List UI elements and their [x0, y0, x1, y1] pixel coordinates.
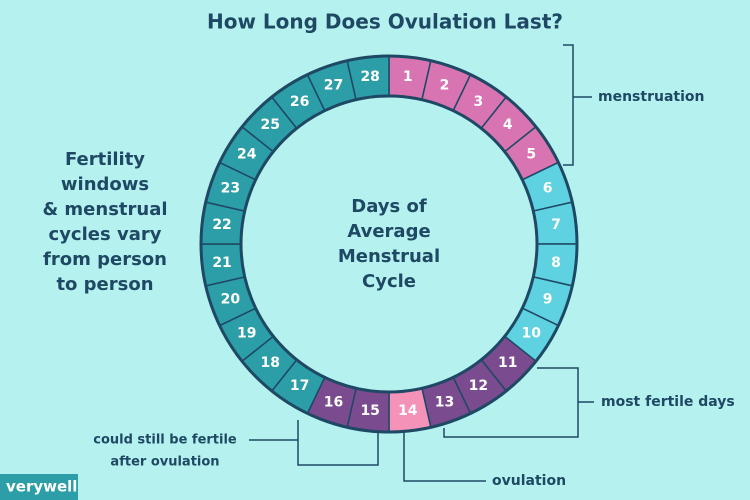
- fertile-bracket: [443, 367, 594, 438]
- center-line: Cycle: [362, 271, 416, 292]
- day-number: 7: [551, 217, 561, 233]
- ovulation-line: [403, 432, 486, 482]
- side-line: windows: [61, 174, 149, 195]
- after-label: could still be fertile: [93, 433, 237, 448]
- cycle-ring: 1234567891011121314151617181920212223242…: [199, 54, 579, 434]
- day-number: 8: [551, 255, 561, 271]
- day-number: 4: [503, 117, 513, 133]
- day-number: 15: [360, 403, 379, 419]
- center-line: Average: [347, 221, 430, 242]
- menstruation-label: menstruation: [598, 89, 704, 105]
- ovulation-label: ovulation: [492, 473, 566, 489]
- day-number: 24: [237, 147, 257, 163]
- day-number: 23: [221, 181, 240, 197]
- center-line: Days of: [351, 196, 427, 217]
- day-number: 16: [324, 395, 343, 411]
- side-line: Fertility: [65, 149, 145, 170]
- side-text: Fertility windows & menstrual cycles vary fr…: [42, 149, 167, 295]
- center-text: Days of Average Menstrual Cycle: [338, 196, 440, 292]
- after-bracket: [249, 420, 379, 466]
- day-number: 17: [290, 378, 309, 394]
- day-number: 5: [526, 147, 536, 163]
- ring-outline: [199, 54, 579, 434]
- side-line: cycles vary: [49, 224, 162, 245]
- day-number: 3: [474, 94, 484, 110]
- day-number: 10: [522, 325, 542, 341]
- day-number: 26: [290, 94, 309, 110]
- side-line: to person: [56, 274, 153, 295]
- day-number: 11: [498, 355, 517, 371]
- day-number: 2: [440, 77, 450, 93]
- day-number: 22: [212, 217, 231, 233]
- day-number: 12: [469, 378, 488, 394]
- day-number: 1: [403, 69, 413, 85]
- day-number: 27: [324, 77, 343, 93]
- title: How Long Does Ovulation Last?: [207, 10, 563, 34]
- center-line: Menstrual: [338, 246, 440, 267]
- day-number: 21: [212, 255, 231, 271]
- menstruation-bracket: [563, 44, 592, 166]
- day-number: 13: [435, 395, 454, 411]
- logo: verywell: [6, 478, 77, 496]
- side-line: from person: [43, 249, 167, 270]
- day-number: 9: [543, 291, 553, 307]
- ring-outline: [239, 94, 539, 394]
- logo-box: [0, 474, 78, 500]
- day-number: 28: [360, 69, 379, 85]
- day-number: 20: [221, 291, 241, 307]
- day-number: 25: [260, 117, 279, 133]
- day-number: 19: [237, 325, 256, 341]
- day-number: 6: [543, 181, 553, 197]
- day-number: 14: [398, 403, 418, 419]
- after-label: after ovulation: [110, 455, 219, 470]
- side-line: & menstrual: [42, 199, 167, 220]
- fertile-label: most fertile days: [601, 394, 735, 410]
- day-number: 18: [260, 355, 279, 371]
